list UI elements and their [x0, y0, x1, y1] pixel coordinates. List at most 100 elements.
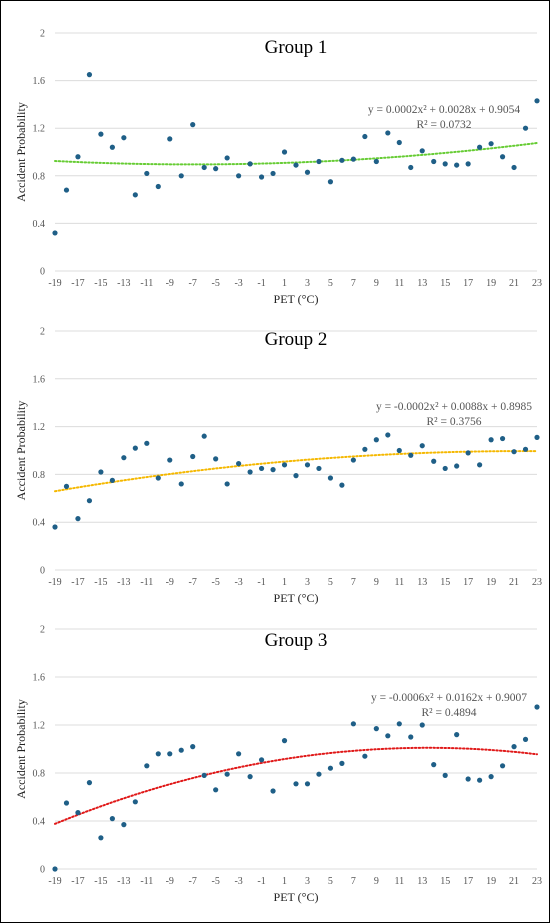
x-tick-label: 23 [532, 278, 542, 289]
y-tick-label: 0 [40, 267, 45, 278]
y-tick-label: 0.4 [33, 817, 46, 828]
x-tick-label: 5 [328, 876, 333, 887]
data-point [396, 139, 402, 146]
data-point [408, 452, 414, 458]
y-tick-label: 1.2 [33, 422, 46, 433]
data-point [534, 98, 540, 104]
x-tick-label: -11 [140, 876, 153, 887]
x-tick-label: 21 [509, 876, 519, 887]
data-point [339, 482, 345, 488]
chart-panel-1: 00.40.81.21.62-19 -17 -15 -13 -11 -9 -7 -5 -3 -1 1… [14, 29, 542, 307]
x-tick-label: 23 [532, 876, 542, 887]
data-point [236, 461, 242, 467]
trend-equation: y = -0.0002x² + 0.0088x + 0.8985 [376, 401, 532, 413]
x-axis-title: PET (°C) [274, 292, 319, 306]
x-tick-label: -1 [257, 577, 265, 588]
data-point [373, 726, 379, 732]
y-axis-title: Accident Probability [14, 401, 28, 501]
x-tick-label: -7 [189, 278, 197, 289]
x-tick-label: 1 [282, 577, 287, 588]
data-point [52, 524, 58, 530]
x-tick-label: -19 [48, 278, 61, 289]
data-point [522, 125, 529, 131]
data-point [178, 747, 184, 753]
data-point [281, 738, 288, 744]
x-tick-label: 17 [463, 876, 473, 887]
data-point [86, 780, 93, 786]
x-tick-label: -13 [117, 577, 130, 588]
data-point [132, 192, 138, 198]
data-point [477, 777, 483, 783]
data-point [178, 173, 184, 179]
data-point [258, 465, 265, 472]
data-point [465, 776, 471, 782]
data-point [385, 432, 391, 438]
y-tick-label: 1.6 [33, 673, 46, 684]
data-point [281, 149, 288, 155]
data-point [522, 446, 529, 452]
x-tick-label: 7 [351, 278, 356, 289]
data-point [350, 457, 356, 463]
y-tick-label: 1.2 [33, 124, 46, 135]
data-point [454, 732, 460, 738]
data-point [339, 157, 345, 163]
x-tick-label: 21 [509, 278, 519, 289]
data-point [144, 763, 150, 769]
x-tick-label: -9 [166, 278, 174, 289]
data-point [454, 162, 460, 168]
data-point [167, 751, 173, 757]
x-tick-label: -3 [234, 876, 242, 887]
data-point [132, 445, 138, 451]
x-tick-label: -13 [117, 278, 130, 289]
x-tick-label: 21 [509, 577, 519, 588]
x-tick-label: 23 [532, 577, 542, 588]
data-point [362, 446, 368, 452]
data-point [63, 187, 70, 193]
data-point [488, 437, 494, 443]
x-tick-label: 3 [305, 278, 310, 289]
x-tick-label: 9 [374, 278, 379, 289]
data-point [293, 781, 299, 787]
data-point [419, 443, 425, 449]
data-point [534, 704, 540, 710]
chart-title: Group 3 [265, 630, 328, 651]
data-point [304, 462, 311, 468]
y-axis-title: Accident Probability [14, 699, 28, 799]
x-tick-label: 9 [374, 577, 379, 588]
y-tick-label: 0 [40, 566, 45, 577]
data-point [52, 230, 58, 236]
data-point [86, 498, 93, 504]
data-point [213, 456, 219, 462]
x-tick-label: 15 [440, 876, 450, 887]
x-tick-label: 3 [305, 577, 310, 588]
r-squared-label: R² = 0.0732 [417, 119, 472, 131]
x-tick-label: -19 [48, 577, 61, 588]
x-tick-label: -5 [211, 577, 219, 588]
x-axis-title: PET (°C) [274, 890, 319, 904]
data-point [224, 155, 230, 161]
data-point [431, 158, 437, 165]
x-tick-label: 11 [394, 876, 404, 887]
x-tick-label: 5 [328, 278, 333, 289]
x-tick-label: -15 [94, 876, 107, 887]
data-point [293, 473, 299, 479]
x-tick-label: 7 [351, 876, 356, 887]
data-point [465, 161, 471, 167]
x-tick-label: 19 [486, 278, 496, 289]
x-tick-label: 15 [440, 278, 450, 289]
data-point [304, 781, 311, 787]
data-point [109, 477, 115, 483]
data-point [247, 774, 253, 780]
x-tick-label: -5 [211, 876, 219, 887]
data-point [109, 144, 115, 150]
data-point [155, 183, 161, 190]
data-point [499, 435, 506, 442]
x-tick-label: -5 [211, 278, 219, 289]
data-point [121, 135, 127, 141]
data-point [385, 130, 391, 136]
trendline [54, 142, 538, 166]
trend-equation: y = 0.0002x² + 0.0028x + 0.9054 [368, 104, 521, 116]
data-point [465, 450, 471, 456]
x-tick-label: 1 [282, 876, 287, 887]
